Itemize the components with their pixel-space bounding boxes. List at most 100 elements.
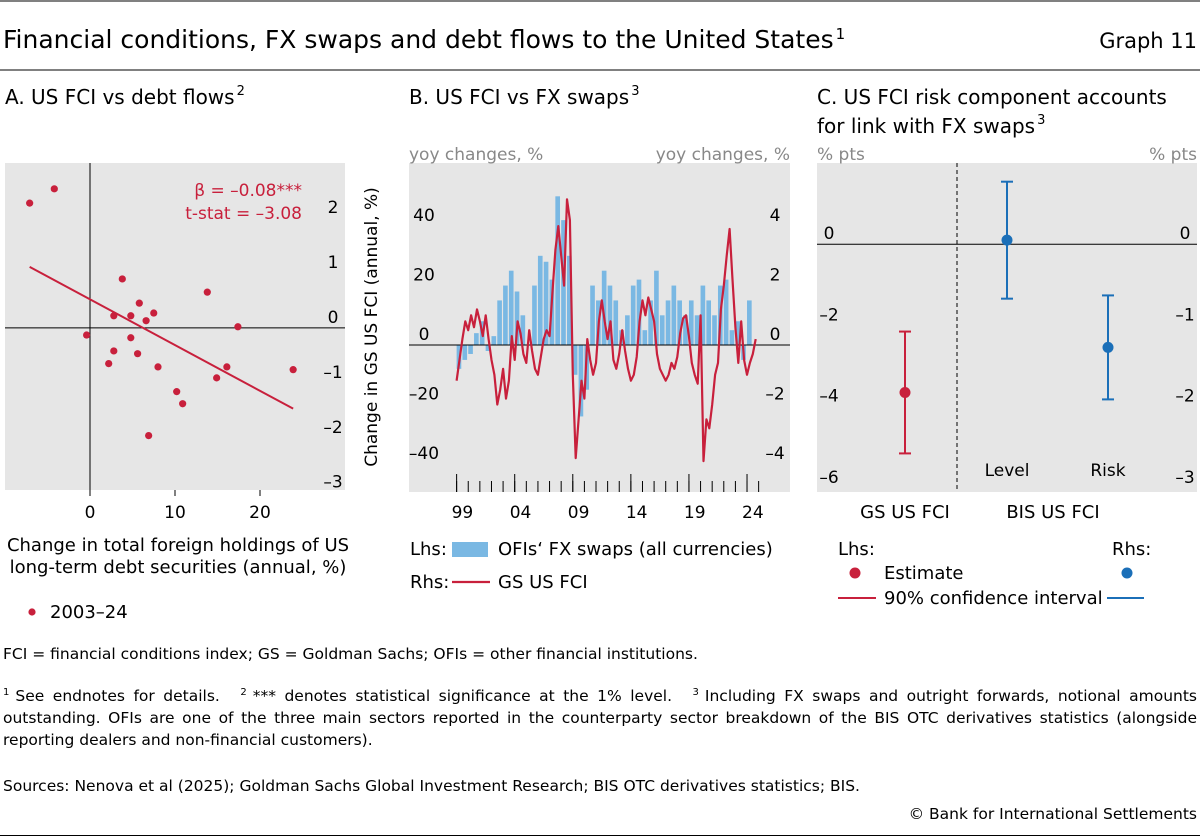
y-tick-label: –40 xyxy=(409,444,439,464)
scatter-point xyxy=(127,334,135,342)
x-tick-label: 14 xyxy=(626,503,648,523)
y-tick-label: –2 xyxy=(1175,387,1194,407)
bar xyxy=(601,270,607,346)
bar xyxy=(462,345,468,360)
scatter-point xyxy=(289,366,297,374)
footnote-text: *** denotes statistical significance at … xyxy=(252,687,673,706)
y-tick-label: –20 xyxy=(409,385,439,405)
bar xyxy=(590,285,595,346)
bar xyxy=(706,300,712,346)
scatter-point xyxy=(110,312,118,320)
bar xyxy=(630,285,636,346)
bar xyxy=(607,285,613,346)
y-tick-label: –6 xyxy=(819,468,838,488)
x-tick-label: 04 xyxy=(510,503,532,523)
scatter-point xyxy=(135,299,143,307)
x-tick-label: 10 xyxy=(164,503,186,523)
bar xyxy=(543,261,549,346)
bar xyxy=(613,300,619,346)
bottom-rule xyxy=(0,835,1200,836)
bar xyxy=(665,300,671,346)
legend-label: 90% confidence interval xyxy=(884,588,1103,609)
bar xyxy=(712,315,717,346)
bar xyxy=(636,279,642,346)
bar xyxy=(514,291,520,346)
scatter-point xyxy=(154,363,162,371)
legend-side: Rhs: xyxy=(410,572,449,593)
copyright: © Bank for International Settlements xyxy=(908,805,1197,823)
scatter-point xyxy=(213,374,221,382)
legend-label: Estimate xyxy=(884,563,964,584)
y-tick-label: –4 xyxy=(765,444,784,464)
footnote-mark: 1 xyxy=(3,687,10,698)
superscript: 2 xyxy=(237,84,245,99)
y-tick-label: 40 xyxy=(413,206,435,226)
scatter-point xyxy=(118,275,126,283)
y-tick-label: 4 xyxy=(770,206,781,226)
legend-marker xyxy=(28,608,36,616)
estimate-point xyxy=(1001,234,1013,246)
y-tick-label: 0 xyxy=(1180,224,1191,244)
legend-marker xyxy=(849,567,861,579)
bar xyxy=(532,285,537,346)
legend-label: GS US FCI xyxy=(498,572,588,593)
y-tick-label: –4 xyxy=(819,387,838,407)
abbreviations: FCI = financial conditions index; GS = G… xyxy=(3,645,698,663)
footnotes: 1 See endnotes for details. 2 *** denotes … xyxy=(3,682,1197,751)
panel-title: for link with FX swaps xyxy=(817,114,1035,138)
y-axis-label: Change in GS US FCI (annual, %) xyxy=(362,187,382,467)
bar xyxy=(671,285,677,346)
bar xyxy=(625,315,630,346)
graph: Financial conditions, FX swaps and debt … xyxy=(0,0,1200,623)
bar xyxy=(735,321,741,346)
y-tick-label: –2 xyxy=(819,305,838,325)
group-label: BIS US FCI xyxy=(1006,502,1099,523)
group-label: GS US FCI xyxy=(860,502,950,523)
bar xyxy=(694,315,700,346)
superscript: 3 xyxy=(1037,113,1045,128)
bar xyxy=(491,336,497,346)
y2-axis-unit: yoy changes, % xyxy=(656,145,790,165)
y-tick-label: 2 xyxy=(328,198,339,218)
y-axis-unit: yoy changes, % xyxy=(409,145,543,165)
panel-title: C. US FCI risk component accounts xyxy=(817,85,1167,109)
y-tick-label: 2 xyxy=(770,266,781,286)
bar xyxy=(700,285,706,346)
scatter-point xyxy=(203,288,211,296)
y-tick-label: 0 xyxy=(824,224,835,244)
legend-marker xyxy=(1121,567,1133,579)
bar xyxy=(508,270,514,346)
fit-line xyxy=(29,265,294,410)
y-tick-label: –1 xyxy=(1175,305,1194,325)
category-label: Level xyxy=(985,461,1030,481)
bar xyxy=(572,345,578,375)
scatter-point xyxy=(223,363,231,371)
y-tick-label: 0 xyxy=(770,325,781,345)
x-tick-label: 09 xyxy=(568,503,590,523)
y-tick-label: –3 xyxy=(323,473,342,493)
x-tick-label: 99 xyxy=(452,503,474,523)
bar xyxy=(474,333,479,346)
scatter-point xyxy=(145,431,153,440)
panel-title: B. US FCI vs FX swaps xyxy=(409,85,629,109)
estimate-point xyxy=(1102,341,1114,353)
footnote-mark: 2 xyxy=(240,687,247,698)
scatter-point xyxy=(26,199,34,207)
y-tick-label: –2 xyxy=(765,385,784,405)
bar xyxy=(520,315,526,346)
y-axis-unit: % pts xyxy=(817,145,865,165)
bar xyxy=(642,330,648,346)
y-tick-label: 20 xyxy=(413,266,435,286)
graph-title: Financial conditions, FX swaps and debt … xyxy=(3,25,834,54)
scatter-point xyxy=(50,185,58,193)
bar xyxy=(468,345,473,354)
x-axis-label: long-term debt securities (annual, %) xyxy=(10,557,347,578)
bar xyxy=(503,285,508,346)
scatter-point xyxy=(134,350,142,358)
category-label: Risk xyxy=(1090,461,1125,481)
bar xyxy=(537,255,543,346)
bar xyxy=(688,300,694,346)
scatter-point xyxy=(110,347,118,355)
x-tick-label: 24 xyxy=(742,503,764,523)
